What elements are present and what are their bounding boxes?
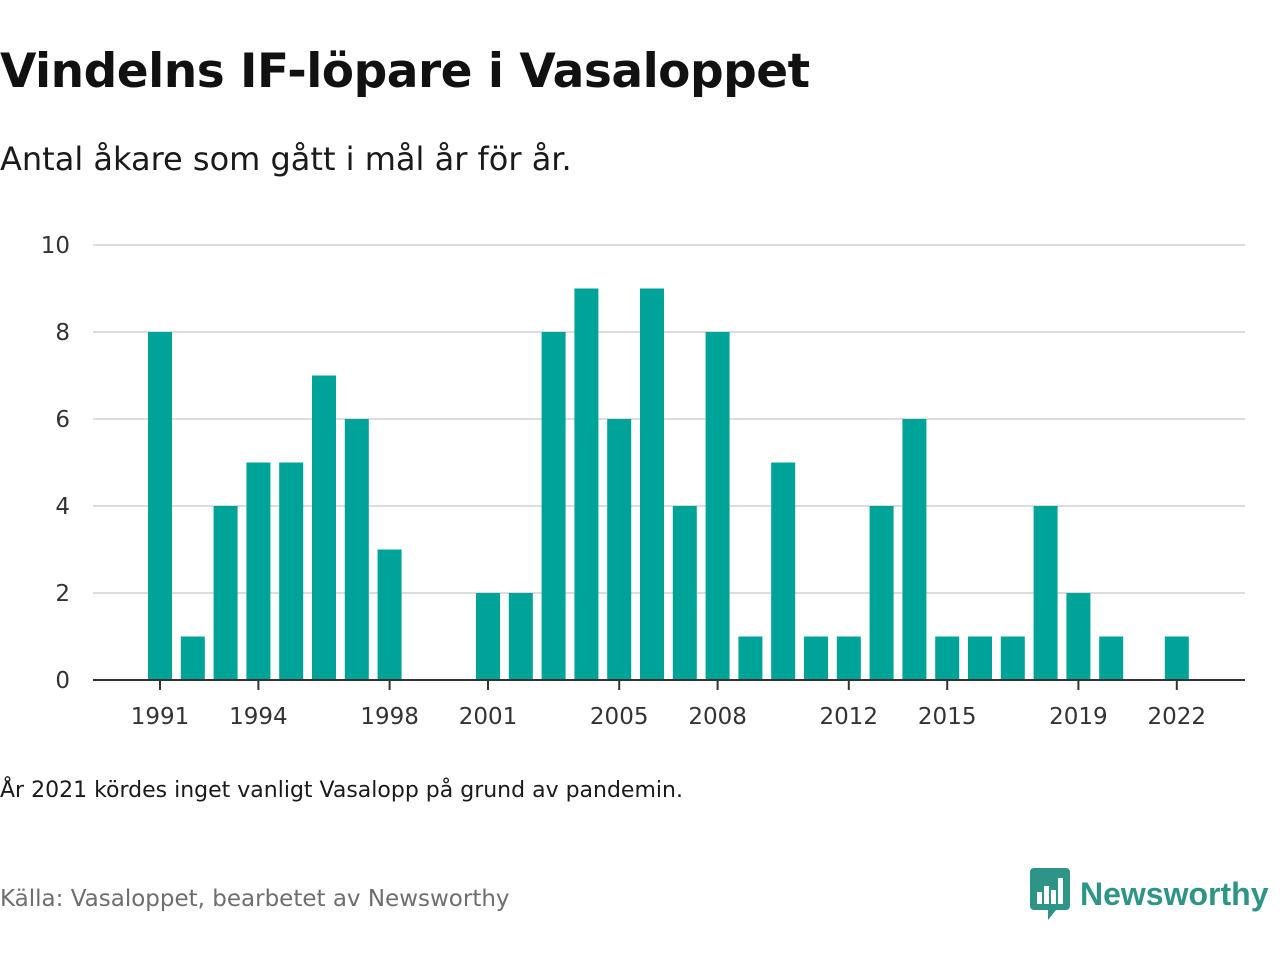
bar-2008 bbox=[705, 332, 730, 680]
bar-2011 bbox=[804, 636, 828, 680]
brand-logo[interactable]: Newsworthy bbox=[1030, 868, 1268, 920]
bar-2007 bbox=[672, 506, 697, 680]
brand-name: Newsworthy bbox=[1080, 875, 1269, 912]
bar-2001 bbox=[476, 593, 500, 680]
bar-1996 bbox=[312, 375, 336, 680]
chart-title: Vindelns IF-löpare i Vasaloppet bbox=[0, 44, 810, 99]
x-tick-label: 2019 bbox=[1049, 704, 1108, 730]
bar-2022 bbox=[1164, 636, 1189, 680]
bar-2019 bbox=[1066, 593, 1091, 680]
y-tick-label: 8 bbox=[55, 320, 70, 346]
bar-2020 bbox=[1099, 636, 1124, 680]
x-tick-label: 1994 bbox=[229, 704, 288, 730]
x-tick-label: 2005 bbox=[590, 704, 649, 730]
x-tick-label: 2001 bbox=[459, 704, 518, 730]
bar-2002 bbox=[508, 593, 533, 680]
bar-2018 bbox=[1033, 506, 1058, 680]
bar-2003 bbox=[541, 332, 566, 680]
y-tick-label: 6 bbox=[55, 407, 70, 433]
bar-2017 bbox=[1000, 636, 1025, 680]
bar-2016 bbox=[968, 636, 992, 680]
bar-1998 bbox=[377, 549, 402, 680]
x-tick-label: 1991 bbox=[131, 704, 190, 730]
x-tick-label: 1998 bbox=[360, 704, 419, 730]
y-tick-label: 4 bbox=[55, 494, 70, 520]
bar-1997 bbox=[344, 419, 369, 680]
x-axis: 1991 1994 1998 2001 2005 2008 2012 2015 2019 2022 bbox=[93, 679, 1245, 730]
bar-2015 bbox=[935, 636, 960, 680]
bar-2014 bbox=[902, 419, 927, 680]
y-tick-label: 0 bbox=[55, 668, 70, 694]
bar-1994 bbox=[246, 462, 271, 680]
x-tick-label: 2012 bbox=[820, 704, 879, 730]
chart-subtitle: Antal åkare som gått i mål år för år. bbox=[0, 140, 572, 178]
bar-1993 bbox=[213, 506, 238, 680]
x-tick-label: 2015 bbox=[918, 704, 977, 730]
bar-chart: 0 2 4 6 8 10 1991 1994 1998 2001 2005 2008 2012 2015… bbox=[41, 233, 1245, 730]
chart-note: År 2021 kördes inget vanligt Vasalopp på… bbox=[0, 778, 683, 803]
bar-2005 bbox=[607, 419, 632, 680]
bar-1995 bbox=[279, 462, 304, 680]
y-tick-label: 10 bbox=[41, 233, 70, 259]
x-tick-label: 2022 bbox=[1148, 704, 1207, 730]
bars bbox=[148, 288, 1189, 680]
y-tick-label: 2 bbox=[55, 581, 70, 607]
y-axis: 0 2 4 6 8 10 bbox=[41, 233, 70, 694]
x-tick-label: 2008 bbox=[688, 704, 747, 730]
bar-2013 bbox=[869, 506, 894, 680]
bar-1992 bbox=[180, 636, 205, 680]
bar-2010 bbox=[771, 462, 796, 680]
bar-2006 bbox=[640, 288, 664, 680]
bar-2012 bbox=[836, 636, 861, 680]
newsworthy-logo-icon bbox=[1030, 868, 1070, 920]
bar-2009 bbox=[738, 636, 763, 680]
bar-1991 bbox=[148, 332, 172, 680]
bar-2004 bbox=[574, 288, 599, 680]
source-credit: Källa: Vasaloppet, bearbetet av Newswort… bbox=[0, 886, 510, 912]
